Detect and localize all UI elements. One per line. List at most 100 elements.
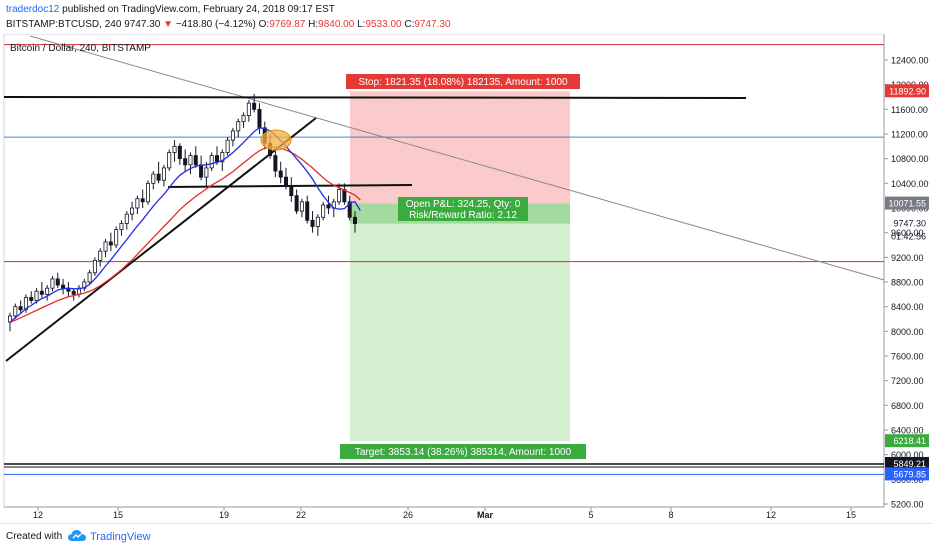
candle-body (61, 284, 66, 289)
candle-body (71, 290, 76, 295)
candle-body (257, 108, 262, 129)
chart-header: traderdoc12 published on TradingView.com… (0, 0, 932, 34)
candle-body (156, 173, 161, 181)
high-value: 9840.00 (318, 19, 355, 30)
candle-body (236, 121, 241, 132)
candle-body (230, 130, 235, 141)
stop-zone[interactable] (350, 91, 570, 204)
level-5849-badge-bg (885, 456, 929, 470)
candle-body (135, 198, 140, 209)
entry-price-badge-bg (885, 196, 929, 210)
candle-body (183, 158, 188, 166)
candle-body (114, 229, 119, 246)
created-with-label: Created with (6, 531, 63, 542)
highlight-circle[interactable] (260, 129, 292, 151)
candle-body (342, 189, 347, 203)
candle-body (172, 145, 177, 153)
target-label: Target: 3853.14 (38.26%) 385314, Amount:… (355, 447, 572, 458)
candle-body (214, 155, 219, 163)
y-tick-label: 6800.00 (891, 401, 924, 411)
candle-body (246, 102, 251, 116)
ohlc-line: BITSTAMP:BTCUSD, 240 9747.30 ▼ −418.80 (… (6, 19, 451, 30)
open-label: O: (258, 19, 270, 30)
resistance-line[interactable] (3, 96, 747, 99)
candle-body (130, 207, 135, 215)
low-label: L: (357, 19, 366, 30)
chart-title: Bitcoin / Dollar, 240, BITSTAMP (10, 43, 151, 54)
ascending-trendline[interactable] (5, 117, 317, 362)
candle-body (305, 201, 310, 221)
y-tick-label: 8400.00 (891, 302, 924, 312)
candle-body (13, 306, 18, 317)
candle-body (23, 297, 28, 311)
price-chart[interactable]: Stop: 1821.35 (18.08%) 182135, Amount: 1… (0, 33, 932, 522)
y-tick-label: 10800.00 (891, 154, 929, 164)
candle-body (188, 155, 193, 166)
level-5679-badge: 5679.85 (893, 469, 926, 479)
candle-body (241, 115, 246, 123)
candle-body (352, 216, 357, 225)
y-tick-label: 10400.00 (891, 179, 929, 189)
candle-body (289, 186, 294, 197)
close-label: C: (404, 19, 415, 30)
y-tick-label: 11600.00 (891, 105, 928, 115)
level-5849-badge: 5849.21 (893, 459, 926, 469)
x-tick-label: 26 (403, 510, 413, 520)
x-tick-label: Mar (477, 510, 494, 520)
candle-body (199, 164, 204, 178)
candle-body (87, 272, 92, 283)
last-price: 9747.30 (124, 19, 161, 30)
author-link[interactable]: traderdoc12 (6, 4, 60, 15)
y-tick-label: 11200.00 (891, 130, 928, 140)
target-price-badge: 6218.41 (893, 436, 926, 446)
symbol-label: BITSTAMP:BTCUSD, 240 (6, 19, 122, 30)
tradingview-brand[interactable]: TradingView (90, 531, 151, 543)
chart-area[interactable]: Stop: 1821.35 (18.08%) 182135, Amount: 1… (0, 33, 932, 522)
candle-body (283, 176, 288, 187)
entry-price-badge: 10071.55 (888, 199, 926, 209)
candle-body (204, 167, 209, 178)
target-zone[interactable] (350, 203, 570, 442)
descending-trendline[interactable] (29, 35, 885, 281)
candle-body (321, 204, 326, 218)
y-tick-label: 9200.00 (891, 253, 924, 263)
candle-body (92, 260, 97, 274)
x-tick-label: 19 (219, 510, 229, 520)
candle-body (193, 155, 198, 166)
candle-body (98, 250, 103, 261)
stop-price-badge: 11892.90 (889, 86, 926, 96)
candle-body (108, 241, 113, 246)
tradingview-cloud-icon[interactable] (68, 529, 86, 548)
pl-line1: Open P&L: 324.25, Qty: 0 (406, 199, 521, 210)
target-price-badge-bg (885, 434, 929, 448)
candle-body (167, 152, 172, 169)
pl-label-box: Open P&L: 324.25, Qty: 0 Risk/Reward Rat… (398, 197, 528, 221)
low-value: 9533.00 (365, 19, 402, 30)
candle-body (273, 155, 278, 172)
candle-body (34, 290, 39, 301)
current-price-badge: 9747.30 (893, 219, 926, 229)
ma-fast-line[interactable] (9, 127, 361, 323)
y-tick-label: 6400.00 (891, 426, 924, 436)
candle-body (278, 170, 283, 178)
candle-body (225, 139, 230, 153)
candle-body (252, 102, 257, 110)
change-value: −418.80 (−4.12%) (175, 19, 256, 30)
candle-body (18, 306, 23, 311)
stop-label: Stop: 1821.35 (18.08%) 182135, Amount: 1… (358, 77, 567, 88)
candle-body (209, 155, 214, 169)
candle-body (220, 152, 225, 163)
candle-body (45, 287, 50, 295)
current-price-badge-bg (885, 216, 929, 230)
publish-info: published on TradingView.com, February 2… (62, 4, 335, 15)
y-tick-label: 9600.00 (891, 228, 924, 238)
candle-body (161, 167, 166, 181)
candle-body (39, 290, 44, 295)
candle-body (315, 216, 320, 227)
pl-line2: Risk/Reward Ratio: 2.12 (409, 210, 517, 221)
candle-body (294, 195, 299, 212)
ma-slow-line[interactable] (9, 146, 361, 323)
publish-line: traderdoc12 published on TradingView.com… (6, 4, 335, 15)
x-tick-label: 15 (846, 510, 856, 520)
candle-body (124, 213, 129, 224)
